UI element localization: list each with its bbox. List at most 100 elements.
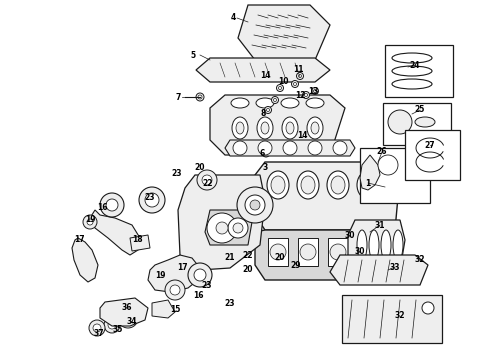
Text: 19: 19 [85, 216, 95, 225]
Ellipse shape [361, 176, 375, 194]
Text: 25: 25 [415, 105, 425, 114]
Ellipse shape [89, 320, 105, 336]
Text: 18: 18 [132, 235, 142, 244]
Text: 24: 24 [410, 60, 420, 69]
Ellipse shape [357, 171, 379, 199]
Ellipse shape [415, 117, 435, 127]
Text: 6: 6 [259, 148, 265, 158]
Ellipse shape [258, 141, 272, 155]
Polygon shape [152, 300, 175, 318]
Text: 4: 4 [230, 13, 236, 22]
Ellipse shape [307, 117, 323, 139]
Polygon shape [100, 298, 148, 326]
Polygon shape [330, 255, 428, 285]
Text: 29: 29 [291, 261, 301, 270]
Ellipse shape [381, 230, 391, 260]
Text: 32: 32 [415, 256, 425, 265]
Bar [342, 295, 442, 343]
Ellipse shape [237, 187, 273, 223]
Text: 36: 36 [122, 302, 132, 311]
Text: 14: 14 [297, 130, 307, 139]
Ellipse shape [308, 141, 322, 155]
Ellipse shape [286, 122, 294, 134]
Ellipse shape [298, 75, 301, 77]
Bar [360, 148, 430, 203]
Bar [385, 45, 453, 97]
Ellipse shape [273, 99, 276, 102]
Text: 8: 8 [260, 108, 266, 117]
Ellipse shape [357, 230, 367, 260]
Text: 1: 1 [366, 179, 370, 188]
Ellipse shape [306, 98, 324, 108]
Text: 19: 19 [155, 270, 165, 279]
Polygon shape [196, 58, 330, 82]
Ellipse shape [87, 219, 93, 225]
Text: 13: 13 [308, 87, 318, 96]
Text: 34: 34 [127, 318, 137, 327]
Bar [383, 103, 451, 145]
Ellipse shape [123, 313, 133, 323]
Bar [268, 238, 288, 266]
Ellipse shape [232, 117, 248, 139]
Ellipse shape [300, 244, 316, 260]
Polygon shape [178, 175, 265, 270]
Text: 21: 21 [225, 252, 235, 261]
Bar [328, 238, 348, 266]
Text: 20: 20 [275, 253, 285, 262]
Ellipse shape [276, 85, 284, 91]
Bar [405, 130, 460, 180]
Text: 31: 31 [375, 220, 385, 230]
Ellipse shape [256, 98, 274, 108]
Ellipse shape [216, 222, 228, 234]
Polygon shape [148, 255, 200, 292]
Ellipse shape [294, 82, 296, 85]
Text: 17: 17 [74, 235, 84, 244]
Ellipse shape [327, 171, 349, 199]
Text: 15: 15 [170, 306, 180, 315]
Text: 22: 22 [203, 179, 213, 188]
Ellipse shape [388, 110, 412, 134]
Ellipse shape [311, 122, 319, 134]
Ellipse shape [262, 149, 270, 157]
Ellipse shape [360, 244, 376, 260]
Ellipse shape [233, 141, 247, 155]
Ellipse shape [108, 321, 116, 329]
Ellipse shape [118, 308, 138, 328]
Ellipse shape [369, 230, 379, 260]
Ellipse shape [304, 94, 308, 96]
Bar [298, 238, 318, 266]
Ellipse shape [264, 151, 268, 155]
Polygon shape [205, 210, 252, 245]
Ellipse shape [392, 79, 432, 89]
Ellipse shape [378, 155, 398, 175]
Polygon shape [360, 155, 380, 190]
Text: 20: 20 [195, 163, 205, 172]
Ellipse shape [271, 176, 285, 194]
Text: 14: 14 [260, 71, 270, 80]
Ellipse shape [282, 117, 298, 139]
Ellipse shape [202, 175, 212, 185]
Polygon shape [348, 220, 405, 270]
Polygon shape [225, 140, 355, 156]
Ellipse shape [422, 302, 434, 314]
Polygon shape [210, 95, 345, 155]
Ellipse shape [170, 285, 180, 295]
Ellipse shape [207, 213, 237, 243]
Ellipse shape [104, 317, 120, 333]
Ellipse shape [271, 96, 278, 104]
Ellipse shape [83, 215, 97, 229]
Text: 5: 5 [191, 50, 196, 59]
Ellipse shape [301, 176, 315, 194]
Ellipse shape [196, 93, 204, 101]
Ellipse shape [261, 122, 269, 134]
Ellipse shape [257, 117, 273, 139]
Polygon shape [130, 235, 150, 251]
Text: 23: 23 [172, 168, 182, 177]
Ellipse shape [392, 66, 432, 76]
Ellipse shape [233, 223, 243, 233]
Text: 30: 30 [345, 230, 355, 239]
Text: 35: 35 [113, 325, 123, 334]
Polygon shape [255, 230, 400, 280]
Text: 7: 7 [175, 93, 181, 102]
Text: 27: 27 [425, 140, 435, 149]
